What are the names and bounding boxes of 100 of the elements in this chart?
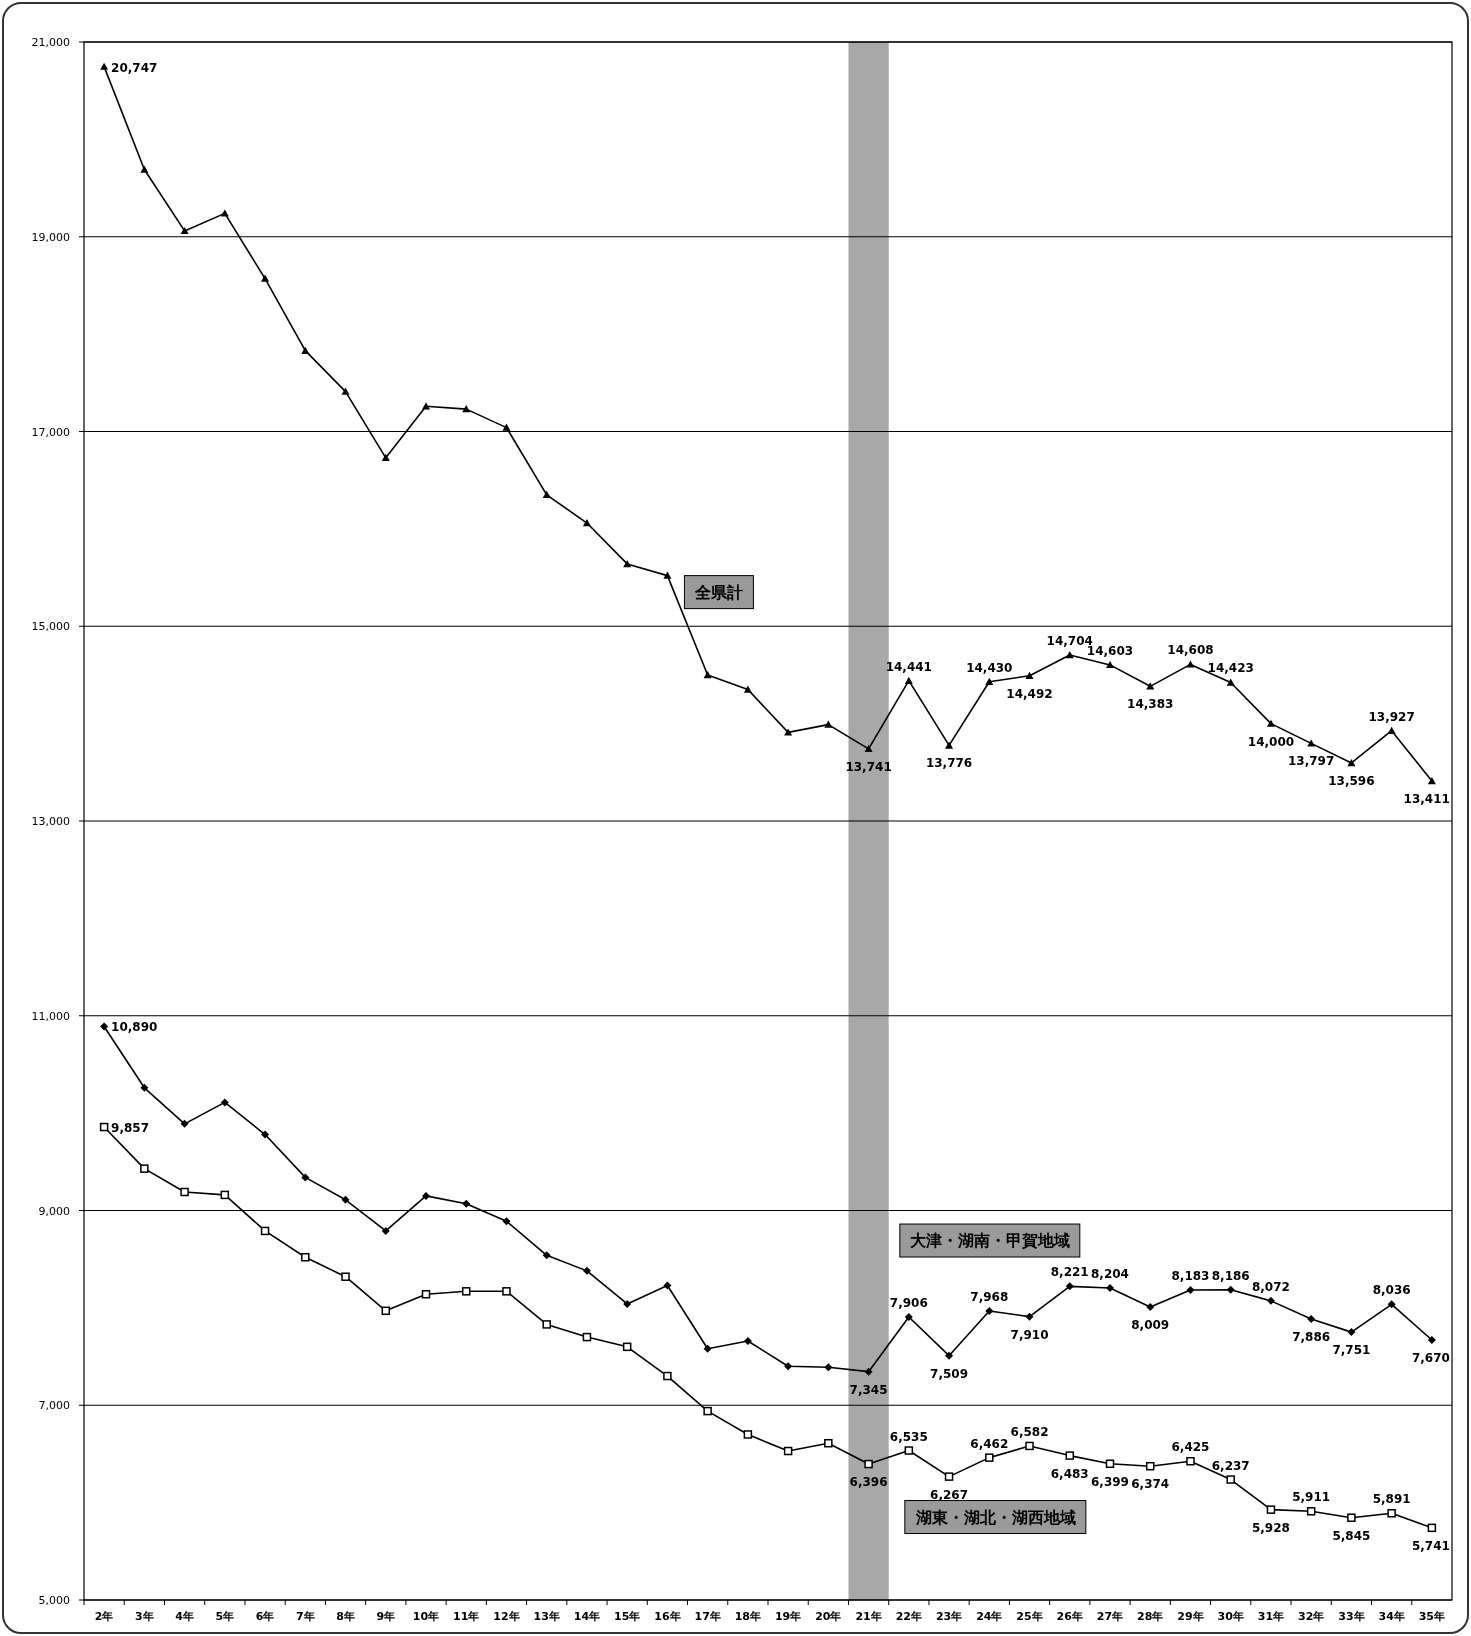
data-label: 13,411 <box>1403 791 1450 806</box>
y-tick-label: 5,000 <box>38 1594 70 1607</box>
point <box>140 165 149 173</box>
data-label: 9,857 <box>111 1121 150 1136</box>
point <box>1307 739 1316 747</box>
y-tick-label: 9,000 <box>38 1204 70 1218</box>
point <box>743 685 752 693</box>
x-tick-label: 17年 <box>694 1610 721 1623</box>
x-tick-label: 7年 <box>295 1610 315 1623</box>
point <box>864 1459 873 1469</box>
x-tick-label: 5年 <box>215 1610 235 1623</box>
data-label: 8,183 <box>1171 1269 1210 1284</box>
data-label: 8,009 <box>1131 1318 1170 1332</box>
point <box>542 1251 551 1260</box>
point <box>220 1098 229 1107</box>
x-tick-label: 14年 <box>573 1610 601 1623</box>
point <box>582 1332 592 1342</box>
point <box>783 1446 793 1456</box>
point <box>1347 1513 1356 1522</box>
series-label: 全県計 <box>694 582 744 602</box>
point <box>502 423 511 431</box>
point <box>582 1266 591 1275</box>
point <box>904 1446 914 1455</box>
point <box>904 1313 913 1322</box>
point <box>1065 1451 1075 1460</box>
x-tick-label: 21年 <box>855 1610 882 1623</box>
point <box>1306 1507 1316 1516</box>
x-tick-label: 26年 <box>1056 1610 1083 1623</box>
point <box>462 405 471 413</box>
point <box>622 1342 632 1352</box>
x-tick-label: 19年 <box>774 1610 802 1623</box>
point <box>1106 660 1114 669</box>
point <box>381 1226 390 1235</box>
point <box>301 346 310 354</box>
point <box>180 226 189 235</box>
x-tick-label: 12年 <box>493 1610 520 1623</box>
x-tick-label: 9年 <box>376 1610 396 1623</box>
data-label: 6,267 <box>930 1487 969 1502</box>
point <box>261 274 270 282</box>
x-tick-label: 4年 <box>175 1610 194 1623</box>
point <box>1427 1336 1436 1345</box>
point <box>703 1406 712 1416</box>
point <box>1226 678 1235 686</box>
x-tick-label: 23年 <box>935 1610 963 1623</box>
data-label: 7,751 <box>1332 1343 1371 1358</box>
data-label: 14,423 <box>1207 661 1254 676</box>
x-tick-label: 8年 <box>336 1610 355 1623</box>
point <box>1387 726 1396 734</box>
x-tick-label: 29年 <box>1177 1610 1204 1623</box>
x-tick-label: 27年 <box>1096 1610 1124 1623</box>
point <box>1266 1296 1275 1305</box>
point <box>381 453 390 461</box>
point <box>623 559 632 568</box>
text: 湖東・湖北・湖西地域 <box>914 1507 1076 1527</box>
point <box>542 1320 551 1329</box>
point <box>1105 1459 1115 1469</box>
point <box>1145 1461 1155 1471</box>
data-label: 13,797 <box>1288 754 1335 769</box>
point <box>864 1367 873 1376</box>
point <box>663 571 672 579</box>
data-label: 8,221 <box>1050 1265 1089 1280</box>
data-label: 5,911 <box>1292 1490 1331 1505</box>
y-tick-label: 17,000 <box>31 425 70 439</box>
x-tick-label: 35年 <box>1418 1610 1446 1623</box>
data-label: 7,670 <box>1411 1351 1450 1366</box>
point <box>261 1130 270 1139</box>
point <box>301 1252 310 1262</box>
point <box>1266 719 1275 727</box>
data-label: 7,906 <box>889 1296 928 1311</box>
data-label: 7,886 <box>1292 1329 1331 1344</box>
data-label: 13,776 <box>925 756 973 771</box>
text: 大津・湖南・甲賀地域 <box>909 1231 1070 1251</box>
x-tick-label: 15年 <box>614 1610 641 1623</box>
point <box>1226 1285 1235 1294</box>
point <box>180 1119 189 1128</box>
y-tick-label: 7,000 <box>38 1399 70 1413</box>
x-tick-label: 13年 <box>533 1610 560 1623</box>
x-tick-label: 3年 <box>135 1610 154 1623</box>
point <box>99 1122 109 1132</box>
point <box>100 1022 109 1031</box>
x-tick-label: 10年 <box>412 1610 440 1623</box>
x-tick-label: 20年 <box>815 1610 842 1623</box>
point <box>1387 1508 1396 1518</box>
data-label: 7,345 <box>849 1382 888 1397</box>
point <box>220 1190 230 1200</box>
data-label: 10,890 <box>111 1020 158 1035</box>
point <box>220 209 229 217</box>
x-tick-label: 22年 <box>895 1610 922 1623</box>
data-label: 13,596 <box>1328 773 1375 788</box>
point <box>784 728 793 736</box>
data-label: 20,747 <box>111 60 158 75</box>
point <box>140 1164 149 1173</box>
point <box>421 1289 431 1299</box>
y-tick-label: 19,000 <box>31 230 70 244</box>
point <box>502 1217 511 1226</box>
point <box>985 677 994 685</box>
point <box>1266 1505 1276 1514</box>
y-tick-label: 11,000 <box>31 1009 70 1023</box>
x-tick-label: 30年 <box>1217 1610 1244 1623</box>
data-label: 6,396 <box>849 1475 888 1490</box>
